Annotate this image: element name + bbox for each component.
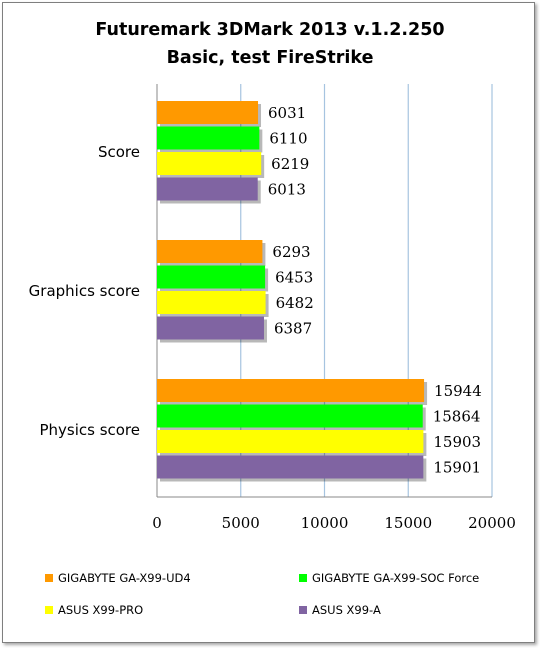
bar xyxy=(157,404,423,428)
data-label: 15944 xyxy=(434,382,482,400)
x-tick-label: 0 xyxy=(152,514,162,532)
data-label: 15901 xyxy=(433,459,481,477)
data-label: 6013 xyxy=(268,181,306,199)
legend-label: GIGABYTE GA-X99-SOC Force xyxy=(312,571,480,585)
legend-swatch xyxy=(45,574,53,582)
category-label: Score xyxy=(98,143,140,161)
bar xyxy=(157,291,266,314)
legend-item: GIGABYTE GA-X99-SOC Force xyxy=(299,571,479,585)
bar xyxy=(157,152,262,175)
chart-title: Futuremark 3DMark 2013 v.1.2.250 xyxy=(95,20,445,40)
data-label: 6387 xyxy=(274,320,312,338)
data-label: 6453 xyxy=(275,269,313,287)
bar xyxy=(157,101,259,124)
data-label: 15903 xyxy=(433,433,481,451)
bar xyxy=(157,265,266,289)
bar xyxy=(157,379,425,402)
x-tick-label: 5000 xyxy=(222,514,260,532)
data-label: 6110 xyxy=(269,130,307,148)
x-tick-label: 20000 xyxy=(468,514,516,532)
category-label: Graphics score xyxy=(29,282,140,300)
bar xyxy=(157,455,424,479)
legend-swatch xyxy=(299,574,307,582)
legend-label: ASUS X99-A xyxy=(312,603,381,617)
data-label: 6031 xyxy=(268,104,306,122)
legend-item: ASUS X99-A xyxy=(299,603,381,617)
legend-swatch xyxy=(45,606,53,614)
legend-swatch xyxy=(299,606,307,614)
bar xyxy=(157,316,264,340)
bar xyxy=(157,240,263,263)
bar xyxy=(157,177,258,201)
chart-subtitle: Basic, test FireStrike xyxy=(166,48,374,68)
data-label: 6293 xyxy=(272,243,310,261)
bar xyxy=(157,430,424,453)
legend-item: ASUS X99-PRO xyxy=(45,603,143,617)
legend-label: ASUS X99-PRO xyxy=(58,603,144,617)
chart-frame xyxy=(2,2,535,643)
data-label: 15864 xyxy=(433,408,481,426)
data-label: 6219 xyxy=(271,155,309,173)
category-label: Physics score xyxy=(39,421,140,439)
x-tick-label: 15000 xyxy=(384,514,432,532)
legend-item: GIGABYTE GA-X99-UD4 xyxy=(45,571,191,585)
bar xyxy=(157,126,260,150)
data-label: 6482 xyxy=(276,294,314,312)
legend-label: GIGABYTE GA-X99-UD4 xyxy=(58,571,191,585)
x-tick-label: 10000 xyxy=(301,514,349,532)
